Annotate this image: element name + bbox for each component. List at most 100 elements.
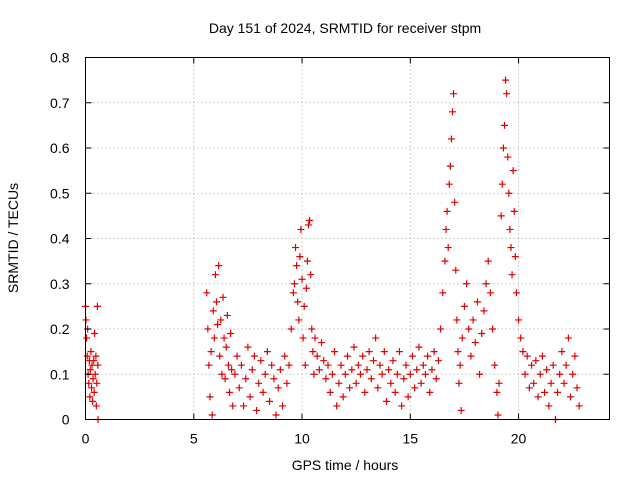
data-point <box>441 257 449 265</box>
data-point <box>521 370 529 378</box>
data-point <box>571 352 579 360</box>
x-tick-label: 10 <box>294 431 310 447</box>
data-point <box>281 352 289 360</box>
data-point <box>457 406 465 414</box>
data-point <box>573 384 581 392</box>
data-point <box>240 402 248 410</box>
data-point <box>274 384 282 392</box>
data-point <box>295 316 303 324</box>
data-point <box>369 357 377 365</box>
data-point <box>220 334 228 342</box>
data-point <box>398 402 406 410</box>
data-point <box>543 366 551 374</box>
x-tick-label: 5 <box>190 431 198 447</box>
data-point <box>486 289 494 297</box>
data-point <box>307 271 315 279</box>
data-point <box>467 352 475 360</box>
data-point <box>217 316 225 324</box>
data-point <box>510 207 518 215</box>
data-point <box>246 393 254 401</box>
data-point <box>512 289 520 297</box>
data-point <box>221 375 229 383</box>
data-point <box>354 361 362 369</box>
data-point <box>92 402 100 410</box>
data-point <box>328 370 336 378</box>
data-point <box>554 388 562 396</box>
data-point <box>272 411 280 419</box>
data-point <box>214 320 222 328</box>
data-point <box>473 298 481 306</box>
data-point <box>263 348 271 356</box>
data-point <box>469 316 477 324</box>
y-tick-label: 0.8 <box>50 50 70 66</box>
data-point <box>509 167 517 175</box>
data-point <box>257 357 265 365</box>
data-point <box>480 307 488 315</box>
data-point <box>283 379 291 387</box>
data-point <box>453 316 461 324</box>
data-point <box>259 388 267 396</box>
data-point <box>209 307 217 315</box>
data-point <box>94 361 102 369</box>
data-point <box>306 216 314 224</box>
data-point <box>216 352 224 360</box>
data-point <box>350 343 358 351</box>
data-point <box>335 379 343 387</box>
data-point <box>90 357 98 365</box>
data-point <box>324 361 332 369</box>
data-point <box>348 366 356 374</box>
data-point <box>91 370 99 378</box>
data-point <box>460 302 468 310</box>
data-point <box>504 153 512 161</box>
data-point <box>222 343 230 351</box>
y-tick-label: 0.5 <box>50 185 70 201</box>
data-point <box>297 225 305 233</box>
data-point <box>541 388 549 396</box>
data-point <box>276 366 284 374</box>
y-tick-label: 0 <box>62 412 70 428</box>
x-axis-label: GPS time / hours <box>292 457 399 473</box>
data-point <box>208 411 216 419</box>
data-point <box>378 370 386 378</box>
data-point <box>564 334 572 342</box>
data-point <box>447 135 455 143</box>
data-point <box>411 384 419 392</box>
data-point <box>545 402 553 410</box>
data-point <box>293 262 301 270</box>
data-point <box>86 366 94 374</box>
data-point <box>93 302 101 310</box>
data-point <box>506 225 514 233</box>
data-point <box>415 343 423 351</box>
data-point <box>430 348 438 356</box>
data-point <box>391 388 399 396</box>
data-point <box>86 393 94 401</box>
data-point <box>287 325 295 333</box>
data-point <box>463 280 471 288</box>
y-tick-label: 0.3 <box>50 276 70 292</box>
data-point <box>339 393 347 401</box>
data-point <box>455 379 463 387</box>
data-point <box>382 397 390 405</box>
data-point <box>498 180 506 188</box>
data-point <box>503 90 511 98</box>
data-point <box>83 352 91 360</box>
data-point <box>523 352 531 360</box>
data-point <box>315 366 323 374</box>
data-point <box>428 366 436 374</box>
data-point <box>225 388 233 396</box>
data-point <box>224 361 232 369</box>
data-point <box>207 348 215 356</box>
data-point <box>445 180 453 188</box>
data-point <box>575 402 583 410</box>
axes: 0 0.1 0.2 0.3 0.4 0.5 0.6 0.7 0.8 0 5 10 15 20 <box>50 50 610 447</box>
data-point <box>296 253 304 261</box>
data-point <box>443 207 451 215</box>
data-point <box>525 384 533 392</box>
data-point <box>372 334 380 342</box>
data-point <box>442 225 450 233</box>
data-point <box>203 289 211 297</box>
data-point <box>300 302 308 310</box>
data-point <box>519 348 527 356</box>
data-point <box>547 379 555 387</box>
